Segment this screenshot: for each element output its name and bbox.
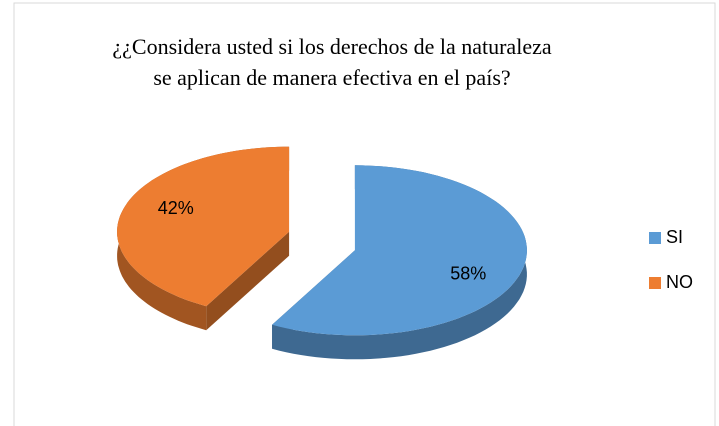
slice	[272, 165, 527, 336]
slice-side	[206, 231, 290, 331]
chart-title: se aplican de manera efectiva en el país…	[153, 65, 510, 90]
chart-title: ¿¿Considera usted si los derechos de la …	[112, 34, 551, 59]
legend-label: SI	[666, 227, 683, 247]
slice	[117, 146, 290, 307]
legend-label: NO	[666, 272, 693, 292]
legend-swatch	[649, 277, 661, 289]
slice-wall	[272, 165, 527, 360]
legend-swatch	[649, 232, 661, 244]
data-label: 58%	[450, 263, 486, 283]
data-label: 42%	[158, 198, 194, 218]
